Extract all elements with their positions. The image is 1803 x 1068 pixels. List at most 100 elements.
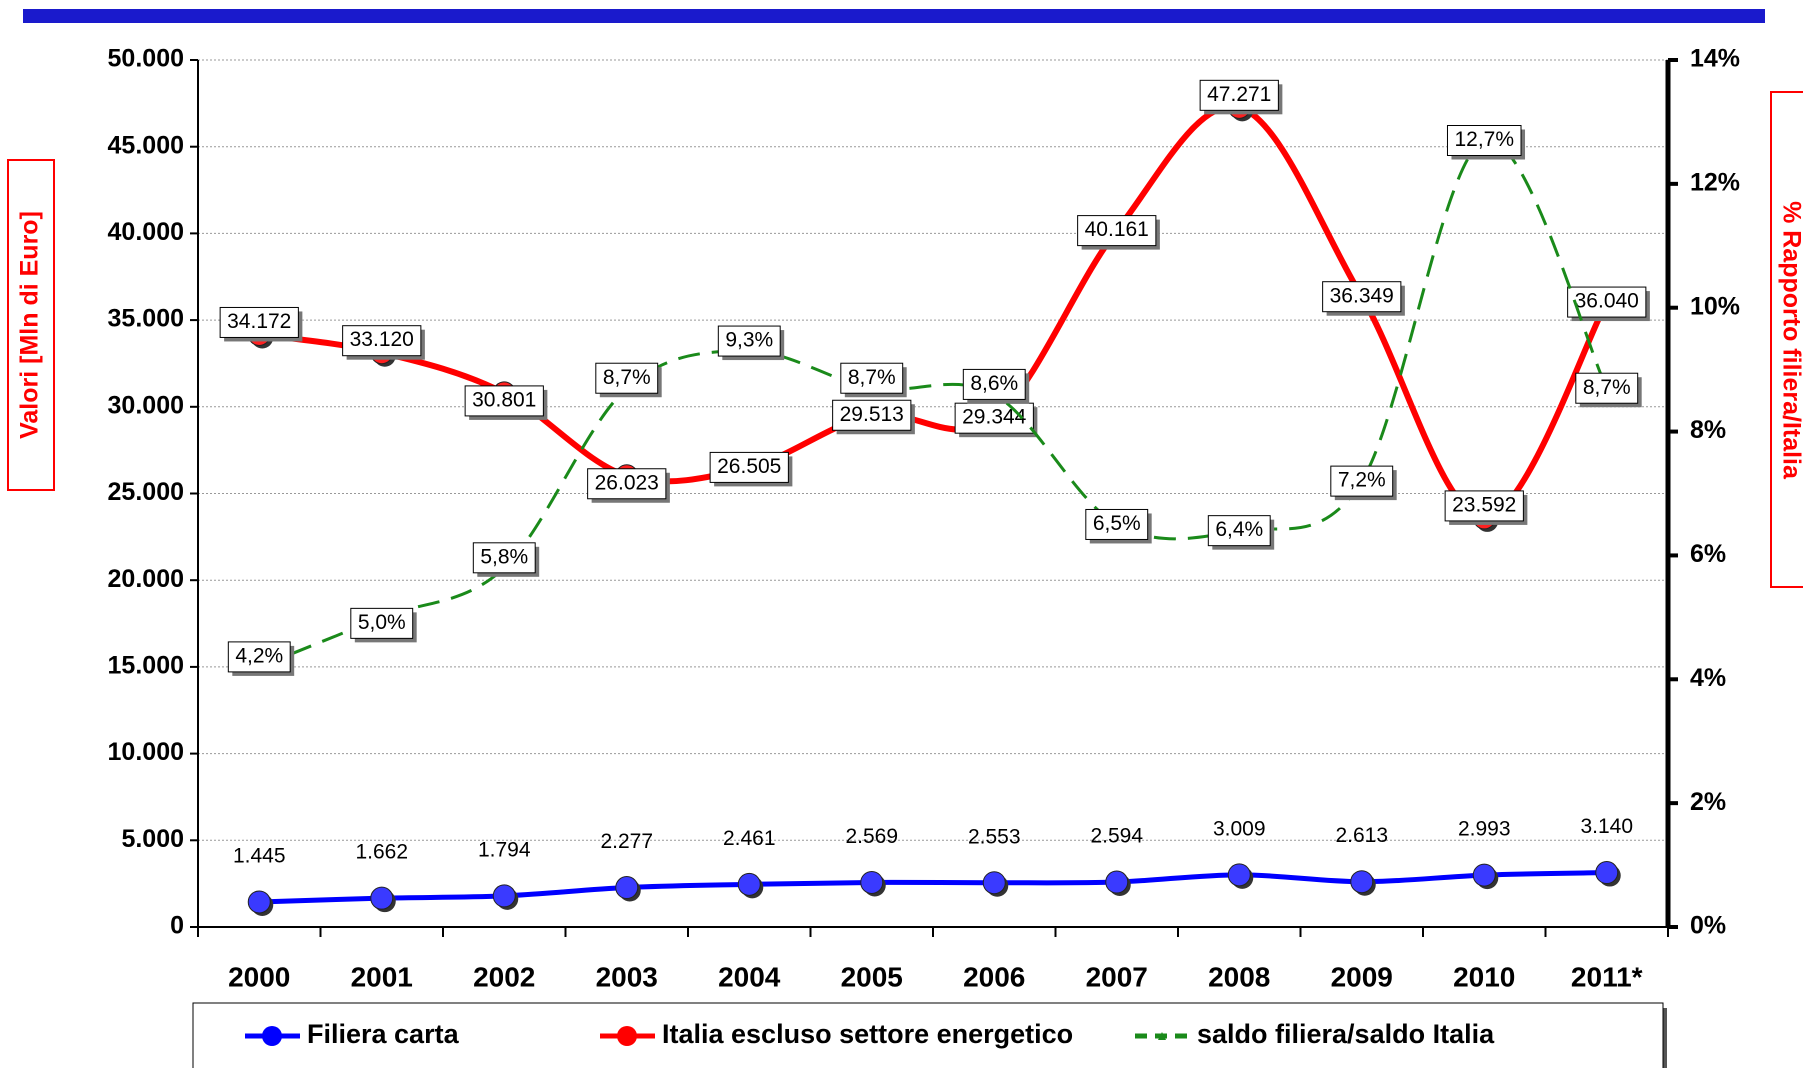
y2-tick-label: 4% — [1690, 664, 1726, 692]
label-box — [1575, 372, 1639, 404]
y-tick-label: 15.000 — [108, 652, 184, 680]
label-box — [595, 362, 659, 394]
data-label: 34.172 — [219, 306, 303, 342]
x-tick-label: 2000 — [228, 961, 290, 992]
data-label: 33.120 — [342, 325, 425, 360]
label-box — [350, 607, 414, 639]
y-tick-label: 20.000 — [108, 565, 184, 593]
data-label: 9,3% — [717, 325, 785, 361]
data-label-text: 12,7% — [1454, 128, 1514, 151]
label-box — [1446, 125, 1522, 157]
legend-label: Italia escluso settore energetico — [662, 1019, 1073, 1049]
y2-tick-label: 8% — [1690, 416, 1726, 444]
label-box — [587, 468, 667, 500]
data-label: 40.161 — [1077, 215, 1160, 250]
data-label: 29.513 — [832, 399, 915, 435]
data-label-text: 5,8% — [480, 545, 528, 568]
data-label-text: 5,0% — [358, 611, 406, 634]
y-tick-label: 0 — [170, 912, 184, 940]
point-marker — [247, 890, 271, 914]
data-label: 2.993 — [1458, 818, 1511, 841]
data-label-text: 7,2% — [1338, 469, 1386, 492]
data-label: 1.794 — [478, 838, 531, 861]
data-label-text: 9,3% — [725, 329, 773, 352]
data-label-text: 33.120 — [350, 328, 414, 351]
label-box — [1322, 281, 1402, 313]
data-label: 3.140 — [1580, 815, 1633, 838]
label-box — [464, 385, 544, 417]
y2-tick-label: 14% — [1690, 45, 1740, 73]
x-tick-label: 2005 — [841, 961, 903, 992]
x-tick-label: 2010 — [1453, 961, 1515, 992]
legend-marker — [617, 1026, 637, 1046]
data-label: 47.271 — [1199, 79, 1283, 115]
data-label: 5,0% — [350, 607, 417, 643]
data-label: 8,7% — [840, 362, 907, 398]
data-label: 23.592 — [1444, 490, 1528, 525]
data-label-text: 26.023 — [595, 471, 659, 494]
data-label: 2.277 — [600, 830, 653, 853]
label-box — [1077, 215, 1157, 247]
y-tick-label: 50.000 — [108, 45, 184, 73]
data-label: 2.613 — [1335, 824, 1388, 847]
data-label: 1.445 — [233, 844, 286, 867]
legend-label: Filiera carta — [307, 1019, 460, 1049]
data-label: 6,4% — [1207, 515, 1275, 550]
y-tick-label: 40.000 — [108, 218, 184, 246]
data-label: 36.040 — [1567, 286, 1650, 322]
label-box — [1199, 79, 1279, 111]
label-box — [472, 542, 536, 574]
y-tick-label: 10.000 — [108, 738, 184, 766]
x-tick-label: 2001 — [351, 961, 413, 992]
data-label: 2.553 — [968, 825, 1021, 848]
legend-marker — [1158, 1032, 1166, 1040]
data-label: 7,2% — [1330, 465, 1397, 501]
point-marker — [1595, 861, 1619, 885]
data-label: 26.505 — [709, 451, 793, 487]
label-box — [717, 325, 781, 357]
label-box — [227, 641, 291, 673]
y-tick-label: 45.000 — [108, 131, 184, 159]
point-marker — [982, 871, 1006, 895]
data-label: 8,7% — [595, 362, 662, 398]
data-label-text: 29.344 — [962, 406, 1027, 429]
series-line — [258, 138, 1609, 669]
point-marker — [1227, 863, 1251, 887]
label-box — [1207, 515, 1271, 547]
label-box — [1567, 286, 1647, 318]
data-label: 3.009 — [1213, 817, 1266, 840]
data-label-text: 40.161 — [1085, 218, 1149, 241]
data-label: 6,5% — [1085, 508, 1152, 544]
y-tick-label: 5.000 — [121, 825, 184, 853]
data-label: 12,7% — [1446, 125, 1526, 160]
data-label: 4,2% — [227, 641, 295, 676]
data-label: 36.349 — [1322, 281, 1405, 316]
point-marker — [860, 870, 884, 894]
data-label-text: 8,7% — [603, 366, 651, 389]
y2-tick-label: 2% — [1690, 788, 1726, 816]
data-label-text: 4,2% — [235, 644, 283, 667]
y2-tick-label: 0% — [1690, 912, 1726, 940]
x-tick-label: 2002 — [473, 961, 535, 992]
data-label: 2.594 — [1090, 825, 1143, 848]
label-box — [709, 451, 789, 483]
series-line — [259, 870, 1607, 905]
y2-axis-label: % Rapporto filiera/Italia — [1777, 201, 1803, 480]
y2-tick-label: 6% — [1690, 540, 1726, 568]
label-box — [832, 399, 912, 431]
data-label-text: 36.349 — [1330, 284, 1394, 307]
data-label-text: 8,7% — [1583, 376, 1631, 399]
label-box — [962, 368, 1026, 400]
label-box — [1330, 465, 1394, 497]
point-marker — [370, 886, 394, 910]
x-tick-label: 2007 — [1086, 961, 1148, 992]
y2-tick-label: 12% — [1690, 168, 1740, 196]
data-label-text: 47.271 — [1207, 83, 1271, 106]
data-label-text: 36.040 — [1575, 290, 1639, 313]
data-label: 2.461 — [723, 827, 776, 850]
data-label-text: 8,6% — [970, 372, 1018, 395]
data-label: 29.344 — [954, 402, 1038, 438]
point-marker — [1105, 870, 1129, 894]
label-box — [1444, 490, 1524, 522]
data-label-text: 29.513 — [840, 403, 904, 426]
